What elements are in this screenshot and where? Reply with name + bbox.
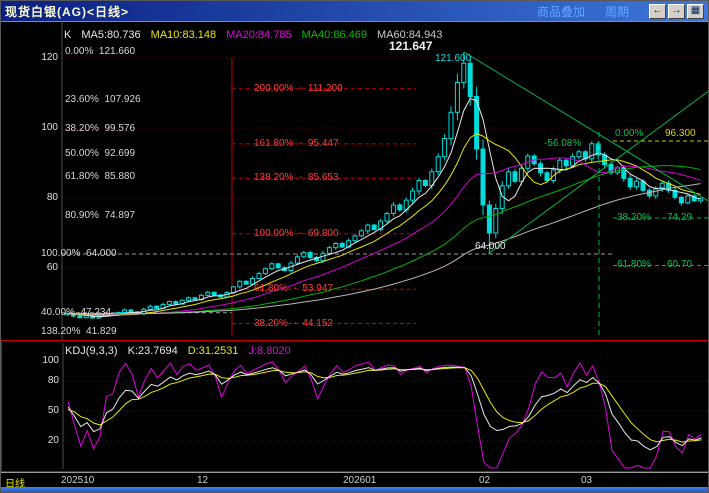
titlebar-buttons: ← → ▦: [649, 3, 704, 19]
scroll-left-button[interactable]: ←: [649, 3, 666, 19]
kdj-gridlines: [63, 380, 708, 442]
scroll-right-button[interactable]: →: [668, 3, 685, 19]
time-axis-tick: 202601: [343, 475, 377, 486]
price-gridlines: [62, 57, 708, 269]
time-axis-tick: 02: [479, 475, 491, 486]
menu-period[interactable]: 周期: [604, 4, 629, 19]
fibonacci-red: [231, 58, 416, 336]
tile-windows-button[interactable]: ▦: [687, 3, 704, 19]
candlestick-series: [64, 52, 704, 319]
bottom-blue-bar: [1, 487, 708, 492]
time-axis-tick: 12: [197, 475, 209, 486]
trend-lines: [463, 51, 708, 338]
time-axis-tick: 03: [581, 475, 593, 486]
kdj-canvas[interactable]: [2, 341, 709, 471]
time-axis: 日线 202510 12 202601 02 03: [1, 472, 708, 490]
fibonacci-right: [613, 140, 708, 266]
titlebar-menu: 商品叠加 周期 ← → ▦: [537, 3, 704, 20]
window-title: 现货白银(AG)<日线>: [5, 4, 130, 19]
main-chart-canvas[interactable]: [1, 22, 709, 340]
kdj-pane: KDJ(9,3,3) K:23.7694 D:31.2531 J:8.8020 …: [1, 340, 709, 472]
time-axis-tick: 202510: [61, 475, 95, 486]
titlebar: 现货白银(AG)<日线> 商品叠加 周期 ← → ▦: [1, 1, 708, 22]
ma-lines: [66, 97, 701, 318]
main-chart-pane: K MA5:80.736 MA10:83.148 MA20:84.785 MA4…: [1, 22, 709, 340]
kdj-lines: [67, 361, 702, 469]
period-label: 日线: [5, 479, 25, 490]
menu-overlay-commodity[interactable]: 商品叠加: [536, 4, 585, 19]
